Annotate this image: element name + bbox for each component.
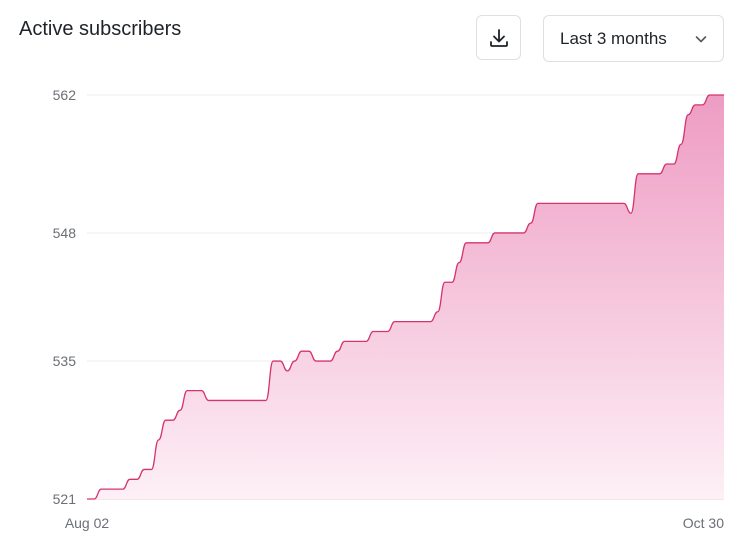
y-tick-label: 521 — [53, 491, 77, 507]
x-axis: Aug 02 Oct 30 — [65, 515, 724, 531]
series-line — [87, 94, 724, 500]
download-button[interactable] — [476, 15, 521, 60]
y-tick-label: 535 — [53, 353, 77, 369]
date-range-value: Last 3 months — [560, 28, 667, 48]
chart-title: Active subscribers — [19, 18, 182, 40]
series-area — [87, 95, 724, 499]
date-range-select[interactable]: Last 3 months — [543, 15, 724, 62]
y-tick-label: 562 — [53, 87, 77, 103]
x-tick-label: Aug 02 — [65, 515, 110, 531]
download-icon — [489, 28, 508, 47]
y-tick-label: 548 — [53, 225, 77, 241]
x-tick-label: Oct 30 — [683, 515, 724, 531]
y-axis: 521 535 548 562 — [53, 87, 77, 507]
chevron-down-icon — [695, 36, 707, 43]
